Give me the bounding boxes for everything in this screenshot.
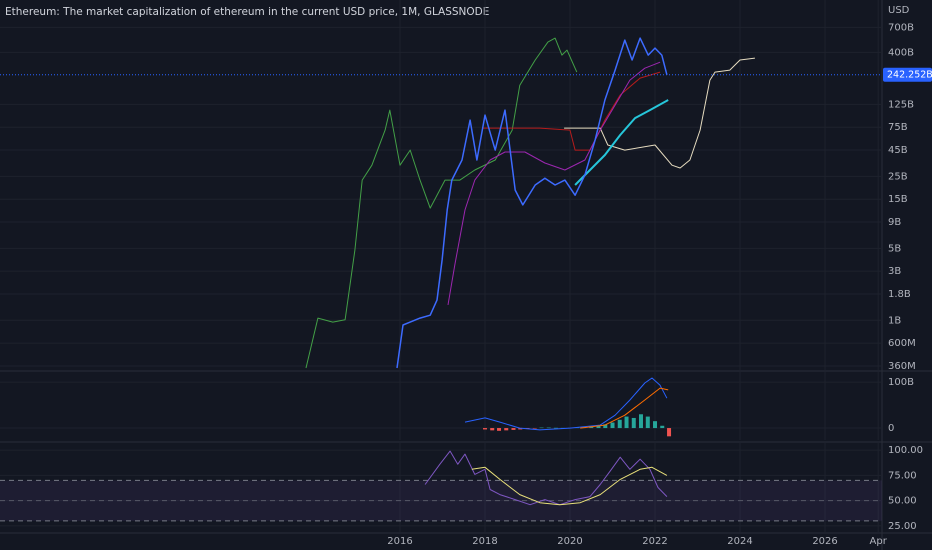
chart-title: Ethereum: The market capitalization of e… [5, 6, 489, 18]
y-tick-label: 45B [888, 145, 908, 156]
y-tick-label: 360M [888, 361, 916, 372]
series-line [580, 387, 669, 429]
y-tick-label: 400B [888, 47, 914, 58]
y-tick-label: 5B [888, 243, 901, 254]
y-tick-label: 9B [888, 217, 901, 228]
y-tick-label: 3B [888, 266, 901, 277]
y-tick-label: 100B [888, 377, 914, 388]
histogram-bar [617, 419, 622, 429]
histogram-bar [490, 428, 495, 431]
histogram-bar [638, 414, 643, 429]
y-tick-label: 15B [888, 194, 908, 205]
y-tick-label: 75.00 [888, 470, 917, 481]
y-tick-label: 125B [888, 99, 914, 110]
x-tick-label: 2018 [472, 536, 497, 547]
series-line [447, 61, 661, 305]
y-tick-label: 600M [888, 338, 916, 349]
histogram-bar [518, 428, 523, 430]
x-tick-label: 2024 [727, 536, 752, 547]
histogram-bar [504, 428, 509, 431]
unit-label: USD [888, 5, 910, 16]
series-line [305, 37, 578, 369]
series-line [574, 99, 669, 186]
x-tick-label: 2022 [642, 536, 667, 547]
x-tick-label: 2026 [812, 536, 837, 547]
histogram-bar [511, 428, 516, 430]
series-line [471, 466, 668, 506]
histogram-bar [610, 422, 615, 429]
y-tick-label: 1.8B [888, 289, 911, 300]
series-line [396, 37, 668, 369]
histogram-bar [553, 427, 558, 429]
histogram-bar [539, 427, 544, 429]
y-tick-label: 0 [888, 423, 894, 434]
y-tick-label: 25B [888, 171, 908, 182]
histogram-bar [603, 424, 608, 429]
price-label-box [883, 67, 932, 82]
y-tick-label: 100.00 [888, 445, 923, 456]
y-tick-label: 1B [888, 315, 901, 326]
histogram-bar [645, 416, 650, 429]
histogram-bar [589, 426, 594, 429]
histogram-bar [653, 421, 658, 429]
x-tick-label: Apr [870, 536, 888, 547]
series-line [464, 377, 668, 431]
histogram-bar [660, 425, 665, 429]
price-label: 242.252B [887, 69, 932, 80]
series-line [424, 450, 668, 506]
y-tick-label: 50.00 [888, 496, 917, 507]
histogram-bar [667, 428, 672, 437]
x-tick-label: 2020 [557, 536, 582, 547]
series-line [482, 71, 661, 151]
y-tick-label: 700B [888, 22, 914, 33]
series-line [564, 57, 755, 169]
histogram-bar [497, 428, 502, 431]
histogram-bar [631, 417, 636, 429]
histogram-bar [532, 428, 537, 429]
y-tick-label: 25.00 [888, 521, 917, 532]
histogram-bar [624, 416, 629, 429]
x-tick-label: 2016 [387, 536, 412, 547]
y-tick-label: 75B [888, 122, 908, 133]
histogram-bar [482, 428, 487, 430]
histogram-bar [546, 427, 551, 429]
histogram-bar [596, 425, 601, 429]
